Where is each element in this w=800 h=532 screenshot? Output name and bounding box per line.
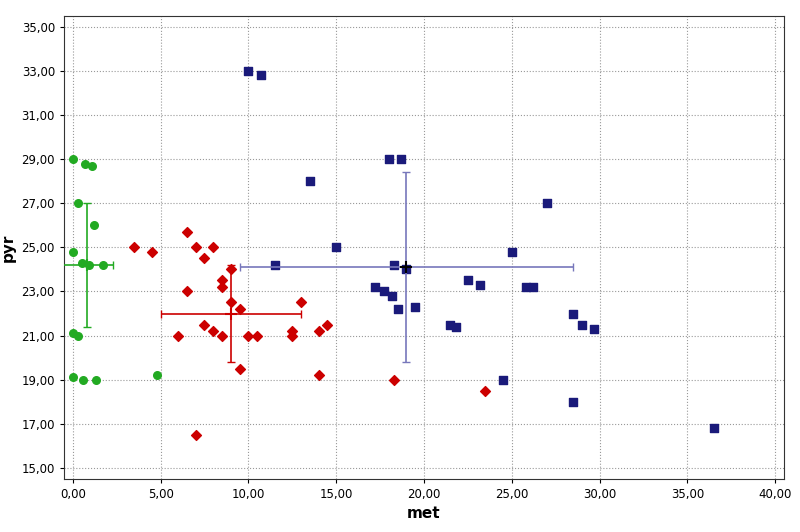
Point <box>369 283 382 292</box>
Point <box>86 162 98 170</box>
Point <box>294 298 307 307</box>
Point <box>75 259 88 267</box>
Point <box>506 247 518 256</box>
Point <box>394 155 407 163</box>
Point <box>588 325 601 333</box>
Point <box>462 276 474 285</box>
Point <box>190 430 202 439</box>
Point <box>207 243 220 252</box>
Point <box>225 298 238 307</box>
Point <box>234 364 246 373</box>
Point <box>216 276 229 285</box>
Point <box>312 327 325 335</box>
Point <box>707 424 720 433</box>
Point <box>128 243 141 252</box>
Point <box>90 376 102 384</box>
Point <box>250 331 263 340</box>
Point <box>242 331 254 340</box>
Point <box>207 327 220 335</box>
Y-axis label: pyr: pyr <box>1 233 16 262</box>
Point <box>576 320 589 329</box>
Point <box>225 265 238 273</box>
Point <box>321 320 334 329</box>
Point <box>242 67 254 76</box>
Point <box>444 320 457 329</box>
Point <box>330 243 342 252</box>
Point <box>254 71 267 80</box>
Point <box>198 254 211 263</box>
Point <box>388 261 401 269</box>
Point <box>526 283 539 292</box>
Point <box>181 287 194 296</box>
Point <box>286 331 298 340</box>
Point <box>378 287 390 296</box>
Point <box>66 247 79 256</box>
Point <box>78 160 91 168</box>
Point <box>386 292 398 300</box>
Point <box>150 371 163 379</box>
Point <box>181 228 194 236</box>
Point <box>312 371 325 379</box>
Point <box>268 261 281 269</box>
Point <box>474 280 486 289</box>
X-axis label: met: met <box>407 506 441 521</box>
Point <box>388 376 401 384</box>
Point <box>382 155 395 163</box>
Point <box>72 199 85 207</box>
Point <box>409 303 422 311</box>
Point <box>172 331 185 340</box>
Point <box>519 283 532 292</box>
Point <box>497 376 510 384</box>
Point <box>146 247 158 256</box>
Point <box>87 221 100 230</box>
Point <box>82 261 95 269</box>
Point <box>479 386 492 395</box>
Point <box>66 373 79 381</box>
Point <box>567 309 580 318</box>
Point <box>96 261 109 269</box>
Point <box>567 397 580 406</box>
Point <box>450 322 462 331</box>
Point <box>72 331 85 340</box>
Point <box>190 243 202 252</box>
Point <box>234 305 246 313</box>
Point <box>66 329 79 338</box>
Point <box>400 265 413 273</box>
Point <box>391 305 404 313</box>
Point <box>66 155 79 163</box>
Point <box>303 177 316 186</box>
Point <box>216 283 229 292</box>
Point <box>216 331 229 340</box>
Point <box>198 320 211 329</box>
Point <box>541 199 554 207</box>
Point <box>77 376 90 384</box>
Point <box>286 327 298 335</box>
